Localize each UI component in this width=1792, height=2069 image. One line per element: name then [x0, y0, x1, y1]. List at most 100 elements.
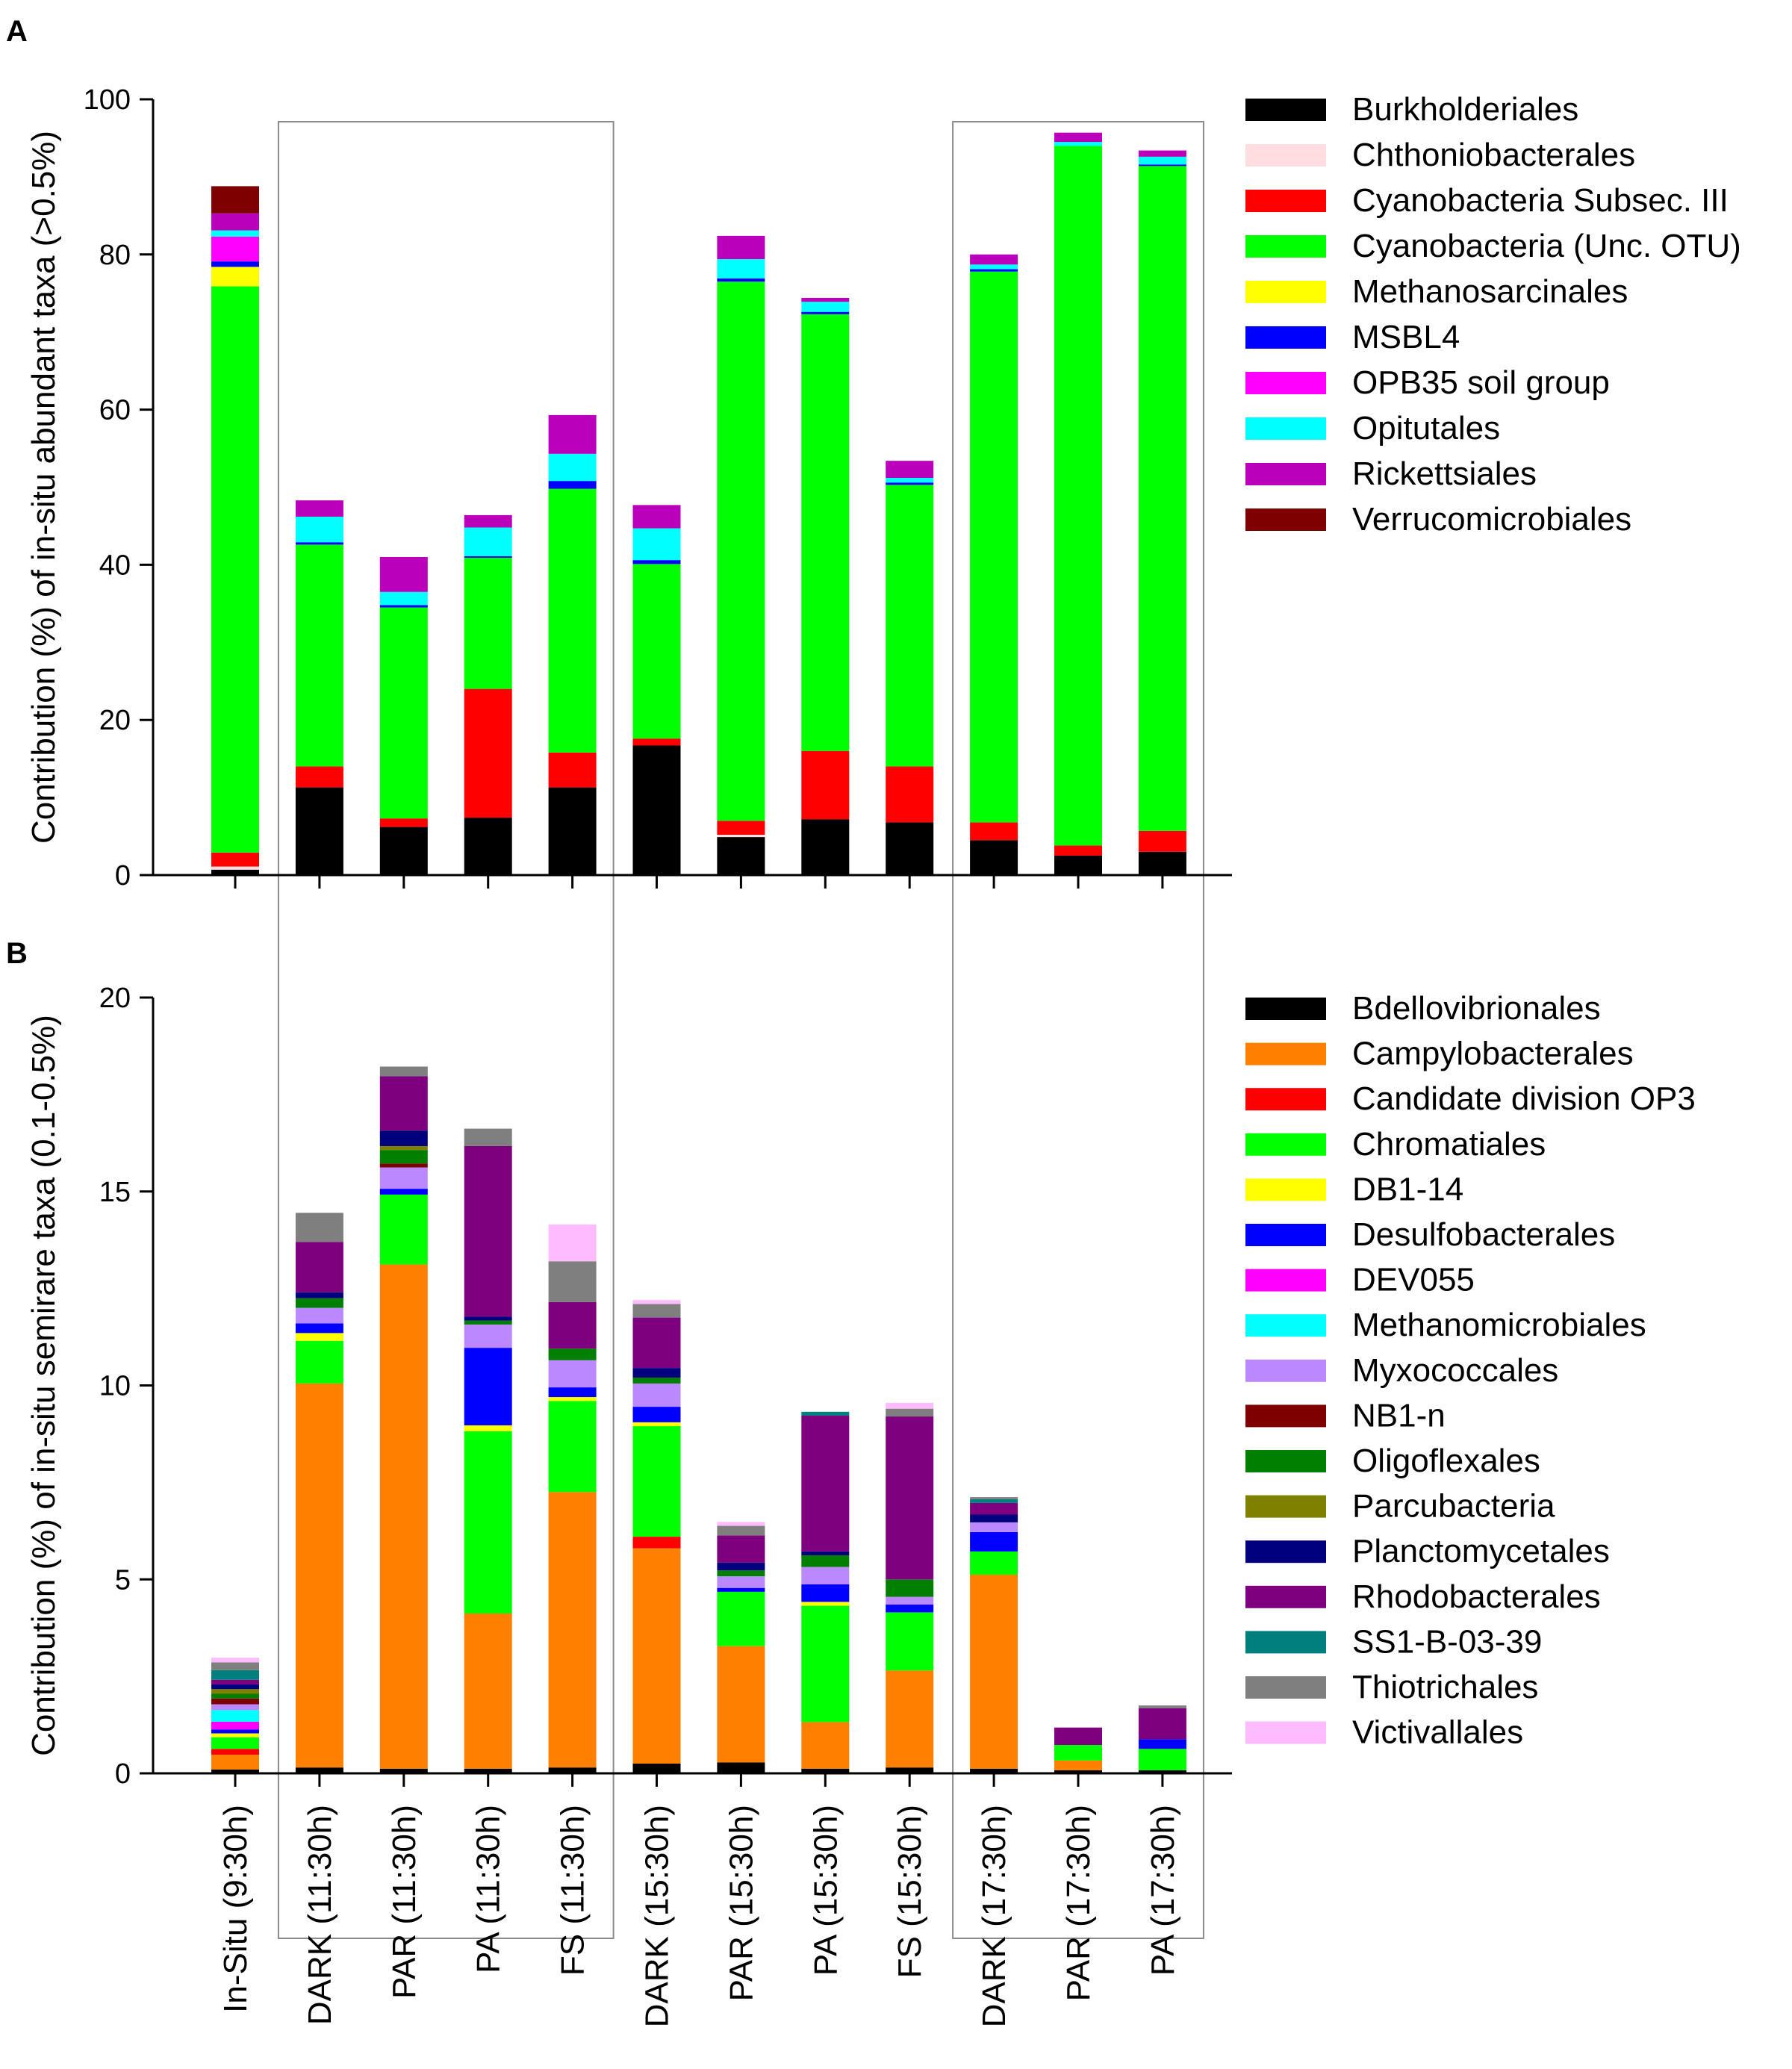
bar-segment-rickettsiales	[1138, 150, 1186, 157]
bar-segment-desulfobacterales	[970, 1531, 1018, 1552]
bar-segment-db1-14	[632, 1422, 681, 1427]
bar-segment-dev055	[211, 1721, 259, 1730]
category-label-in-situ-9-30h: In-Situ (9:30h)	[217, 1805, 254, 2013]
category-axis-labels: In-Situ (9:30h) DARK (11:30h) PAR (11:30h)…	[217, 1805, 1181, 2027]
bar-segment-burkholderiales	[464, 818, 512, 875]
y-tick-label: 80	[99, 240, 131, 271]
category-label-par-17-30h: PAR (17:30h)	[1060, 1805, 1097, 2001]
bar-segment-cyanobacteria-unc-otu	[1138, 166, 1186, 831]
bar-segment-rhodobacterales	[801, 1416, 850, 1552]
bar-segment-cyanobacteria-subsec-iii	[970, 822, 1018, 841]
legend-label-nb1-n: NB1-n	[1352, 1397, 1446, 1434]
legend-swatch-bdellovibrionales	[1245, 998, 1326, 1020]
bar-segment-desulfobacterales	[632, 1407, 681, 1422]
bar-segment-cyanobacteria-subsec-iii	[632, 738, 681, 746]
legend-label-chthoniobacterales: Chthoniobacterales	[1352, 137, 1635, 173]
bar-segment-myxococcales	[632, 1383, 681, 1407]
bar-segment-burkholderiales	[970, 840, 1018, 875]
legend-label-opb35-soil-group: OPB35 soil group	[1352, 364, 1610, 401]
category-label-fs-11-30h: FS (11:30h)	[555, 1805, 591, 1976]
bar-segment-campylobacterales	[632, 1548, 681, 1764]
bar-segment-victivallales	[886, 1402, 934, 1409]
y-tick-label: 0	[115, 860, 131, 892]
legend-label-verrucomicrobiales: Verrucomicrobiales	[1352, 501, 1631, 538]
legend-swatch-methanosarcinales	[1245, 281, 1326, 303]
legend-swatch-ss1-b-03-39	[1245, 1631, 1326, 1654]
category-label-pa-15-30h: PA (15:30h)	[807, 1805, 844, 1976]
legend-swatch-myxococcales	[1245, 1359, 1326, 1382]
bar-segment-oligoflexales	[379, 1150, 428, 1164]
bar-segment-bdellovibrionales	[1138, 1770, 1186, 1773]
bar-segment-burkholderiales	[801, 819, 850, 875]
bar-segment-chthoniobacterales	[211, 866, 259, 870]
panel-b-letter: B	[6, 937, 28, 970]
bar-segment-burkholderiales	[379, 827, 428, 875]
bar-segment-cyanobacteria-subsec-iii	[295, 766, 343, 788]
legend-label-methanosarcinales: Methanosarcinales	[1352, 273, 1628, 310]
bar-segment-burkholderiales	[1054, 856, 1102, 875]
bar-segment-opitutales	[717, 259, 765, 279]
bar-segment-campylobacterales	[211, 1755, 259, 1770]
bar-segment-myxococcales	[970, 1522, 1018, 1532]
y-tick-label: 5	[115, 1564, 131, 1596]
category-label-dark-11-30h: DARK (11:30h)	[302, 1805, 338, 2025]
bar-segment-cyanobacteria-subsec-iii	[379, 818, 428, 827]
bar-segment-msbl4	[295, 542, 343, 545]
bar-segment-desulfobacterales	[464, 1348, 512, 1426]
bar-segment-thiotrichales	[1138, 1705, 1186, 1708]
bar-segment-oligoflexales	[801, 1555, 850, 1567]
bar-segment-msbl4	[632, 560, 681, 564]
bar-segment-msbl4	[464, 556, 512, 559]
bar-segment-bdellovibrionales	[717, 1762, 765, 1773]
legend-label-victivallales: Victivallales	[1352, 1714, 1523, 1751]
bar-segment-cyanobacteria-unc-otu	[295, 544, 343, 767]
legend-swatch-verrucomicrobiales	[1245, 508, 1326, 531]
legend-swatch-nb1-n	[1245, 1404, 1326, 1428]
bar-segment-cyanobacteria-subsec-iii	[1054, 845, 1102, 856]
y-tick-label: 0	[115, 1758, 131, 1790]
legend-swatch-cyanobacteria-unc-otu	[1245, 235, 1326, 258]
bar-segment-bdellovibrionales	[379, 1768, 428, 1773]
bar-segment-campylobacterales	[464, 1613, 512, 1769]
bar-segment-planctomycetales	[970, 1514, 1018, 1522]
legend-label-rhodobacterales: Rhodobacterales	[1352, 1578, 1601, 1615]
bar-segment-cyanobacteria-subsec-iii	[211, 852, 259, 867]
legend-swatch-cyanobacteria-subsec-iii	[1245, 190, 1326, 212]
bar-segment-thiotrichales	[548, 1261, 597, 1302]
bar-segment-parcubacteria	[211, 1689, 259, 1694]
legend-label-thiotrichales: Thiotrichales	[1352, 1669, 1538, 1705]
legend-swatch-rhodobacterales	[1245, 1585, 1326, 1608]
bar-segment-opitutales	[464, 527, 512, 556]
bar-segment-thiotrichales	[295, 1213, 343, 1242]
bar-segment-chromatiales	[295, 1340, 343, 1384]
bar-segment-opitutales	[801, 302, 850, 312]
bar-segment-db1-14	[295, 1333, 343, 1341]
bar-segment-rhodobacterales	[548, 1301, 597, 1349]
bar-segment-rhodobacterales	[379, 1076, 428, 1131]
panel-a-chart: 0 20 40 60 80 100 Contribution (%) of in-situ …	[25, 84, 1741, 892]
bar-segment-msbl4	[717, 279, 765, 282]
legend-label-candidate-division-op3: Candidate division OP3	[1352, 1080, 1696, 1117]
bar-segment-verrucomicrobiales	[211, 186, 259, 214]
legend-swatch-candidate-division-op3	[1245, 1088, 1326, 1111]
bar-segment-chromatiales	[801, 1605, 850, 1723]
legend-label-dev055: DEV055	[1352, 1262, 1475, 1298]
bar-segment-bdellovibrionales	[632, 1764, 681, 1773]
bar-segment-bdellovibrionales	[295, 1767, 343, 1773]
bar-segment-planctomycetales	[632, 1368, 681, 1378]
y-tick-label: 20	[99, 983, 131, 1014]
legend-swatch-methanomicrobiales	[1245, 1314, 1326, 1337]
bar-segment-bdellovibrionales	[548, 1767, 597, 1773]
bar-segment-rickettsiales	[464, 514, 512, 528]
bar-segment-opitutales	[886, 478, 934, 483]
bar-segment-cyanobacteria-unc-otu	[970, 271, 1018, 823]
bar-segment-cyanobacteria-unc-otu	[211, 286, 259, 853]
bar-segment-cyanobacteria-unc-otu	[801, 314, 850, 751]
bar-segment-myxococcales	[548, 1360, 597, 1388]
bar-segment-chromatiales	[886, 1612, 934, 1671]
category-label-dark-17-30h: DARK (17:30h)	[976, 1805, 1012, 2027]
bar-segment-ss1-b-03-39	[211, 1670, 259, 1680]
bar-segment-burkholderiales	[886, 822, 934, 875]
bar-segment-ss1-b-03-39	[801, 1411, 850, 1416]
bar-segment-campylobacterales	[548, 1492, 597, 1768]
